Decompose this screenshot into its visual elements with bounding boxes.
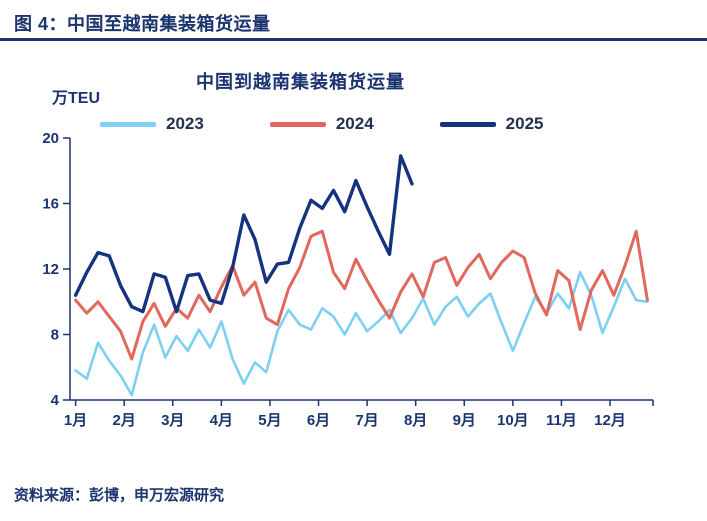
svg-text:8月: 8月 bbox=[404, 412, 427, 429]
svg-text:12月: 12月 bbox=[594, 412, 626, 429]
chart-title: 中国到越南集装箱货运量 bbox=[196, 72, 405, 92]
svg-text:11月: 11月 bbox=[546, 412, 577, 429]
legend-item-2024: 2024 bbox=[269, 114, 374, 134]
svg-text:9月: 9月 bbox=[453, 412, 476, 429]
line-chart: 4 8 12 16 20 1月 2月 3月 4月 5月 6月 7月 8月 9月 10月 11月 12月 bbox=[42, 130, 654, 429]
legend-item-2025: 2025 bbox=[439, 114, 544, 134]
svg-text:3月: 3月 bbox=[161, 412, 184, 429]
svg-text:10月: 10月 bbox=[497, 412, 529, 429]
legend-swatch-2025 bbox=[439, 121, 496, 127]
svg-text:16: 16 bbox=[42, 196, 59, 213]
svg-text:1月: 1月 bbox=[64, 412, 87, 429]
legend-item-2023: 2023 bbox=[100, 114, 204, 134]
svg-text:12: 12 bbox=[42, 261, 59, 278]
svg-text:8: 8 bbox=[51, 327, 59, 344]
svg-text:2月: 2月 bbox=[113, 412, 136, 429]
source-note: 资料来源：彭博，申万宏源研究 bbox=[14, 487, 225, 504]
chart-legend: 2023 2024 2025 bbox=[100, 114, 543, 134]
svg-text:4月: 4月 bbox=[210, 412, 233, 429]
legend-label-2024: 2024 bbox=[335, 114, 374, 133]
svg-text:5月: 5月 bbox=[258, 412, 281, 429]
legend-label-2025: 2025 bbox=[505, 114, 544, 133]
svg-text:6月: 6月 bbox=[307, 412, 330, 429]
legend-swatch-2023 bbox=[100, 121, 156, 127]
legend-swatch-2024 bbox=[269, 121, 326, 127]
header-divider bbox=[0, 38, 707, 41]
svg-text:7月: 7月 bbox=[355, 412, 378, 429]
y-axis-unit-label: 万TEU bbox=[52, 90, 101, 107]
svg-text:20: 20 bbox=[42, 130, 59, 147]
legend-label-2023: 2023 bbox=[166, 114, 204, 133]
svg-text:4: 4 bbox=[51, 392, 60, 409]
figure-title: 图 4：中国至越南集装箱货运量 bbox=[14, 14, 271, 34]
